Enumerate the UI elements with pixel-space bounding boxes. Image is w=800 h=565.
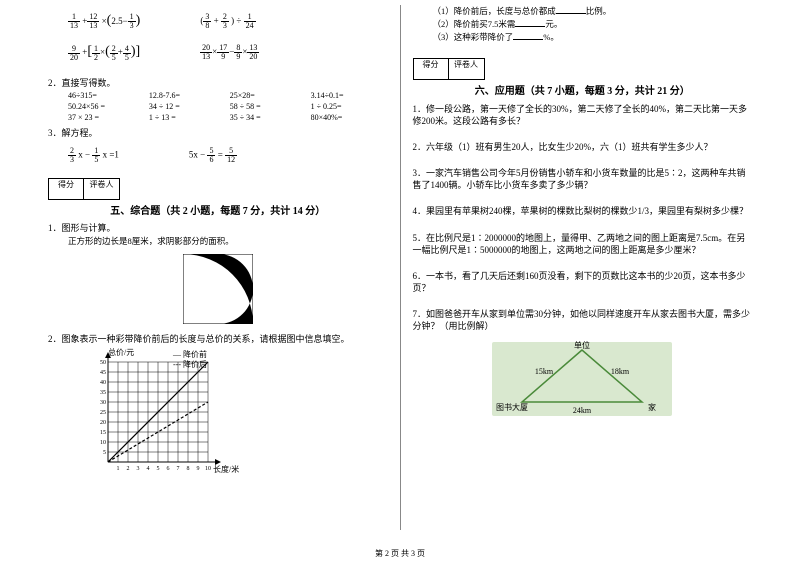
fill-blanks: （1）降价前后，长度与总价都成比例。 （2）降价前买7.5米需元。 （3）这种彩…: [433, 5, 753, 44]
svg-text:7: 7: [177, 466, 180, 472]
svg-text:图书大厦: 图书大厦: [496, 402, 528, 412]
svg-text:4: 4: [147, 466, 150, 472]
app-q4: 4．果园里有苹果树240棵，苹果树的棵数比梨树的棵数少1/3，果园里有梨树多少棵…: [413, 205, 753, 217]
page-footer: 第 2 页 共 3 页: [0, 548, 800, 559]
svg-text:15: 15: [100, 430, 106, 436]
q5-1-sub: 正方形的边长是8厘米，求阴影部分的面积。: [68, 236, 388, 248]
svg-text:1: 1: [117, 466, 120, 472]
equation-row: 23 x − 15 x =1 5x − 56 = 512: [68, 147, 388, 164]
calc-cell: 58 ÷ 58 =: [230, 102, 307, 111]
expr-1a: 113 +1213 ×(2.5−13): [68, 13, 140, 30]
q5-2-title: 2．图象表示一种彩带降价前后的长度与总价的关系，请根据图中信息填空。: [48, 332, 388, 345]
right-column: （1）降价前后，长度与总价都成比例。 （2）降价前买7.5米需元。 （3）这种彩…: [405, 5, 761, 530]
calc-cell: 3.14÷0.1=: [311, 91, 388, 100]
svg-text:50: 50: [100, 360, 106, 366]
q2-title: 2．直接写得数。: [48, 76, 388, 89]
score-cell: 得分: [48, 178, 84, 200]
svg-text:3: 3: [137, 466, 140, 472]
svg-text:24km: 24km: [573, 406, 592, 415]
svg-text:5: 5: [103, 450, 106, 456]
calc-cell: 50.24×56 =: [68, 102, 145, 111]
app-q3: 3．一家汽车销售公司今年5月份销售小轿车和小货车数量的比是5∶2，这两种车共销售…: [413, 167, 753, 191]
legend-a: — 降价前: [172, 349, 207, 359]
score-box-6: 得分 评卷人: [413, 58, 753, 80]
svg-text:20: 20: [100, 420, 106, 426]
calc-cell: 34 ÷ 12 =: [149, 102, 226, 111]
app-q5: 5．在比例尺是1∶2000000的地图上，量得甲、乙两地之间的图上距离是7.5c…: [413, 232, 753, 256]
math-expression-row-2: 920 +[12×(25+45)] 2013×179−89×1320: [68, 44, 388, 61]
expr-1b: (38 + 23 ) ÷ 124: [200, 13, 255, 30]
calc-cell: 35 ÷ 34 =: [230, 113, 307, 122]
score-cell: 得分: [413, 58, 449, 80]
app-q2: 2．六年级（1）班有男生20人，比女生少20%，六（1）班共有学生多少人？: [413, 141, 753, 153]
q5-1-title: 1．图形与计算。: [48, 221, 388, 234]
svg-text:8: 8: [187, 466, 190, 472]
y-axis-label: 总价/元: [108, 347, 134, 357]
svg-text:9: 9: [197, 466, 200, 472]
calc-cell: 12.8-7.6=: [149, 91, 226, 100]
calc-grid: 46÷315= 12.8-7.6= 25×28= 3.14÷0.1= 50.24…: [68, 91, 388, 122]
app-q1: 1．修一段公路，第一天修了全长的30%，第二天修了全长的40%，第二天比第一天多…: [413, 103, 753, 127]
svg-text:家: 家: [648, 402, 656, 412]
calc-cell: 1 ÷ 13 =: [149, 113, 226, 122]
svg-text:40: 40: [100, 380, 106, 386]
reviewer-cell: 评卷人: [449, 58, 485, 80]
svg-text:5: 5: [157, 466, 160, 472]
x-axis-label: 长度/米: [213, 464, 239, 474]
left-column: 113 +1213 ×(2.5−13) (38 + 23 ) ÷ 124 920…: [40, 5, 396, 530]
svg-text:单位: 单位: [574, 340, 590, 350]
calc-cell: 46÷315=: [68, 91, 145, 100]
svg-text:10: 10: [205, 466, 211, 472]
svg-text:35: 35: [100, 390, 106, 396]
expr-2a: 920 +[12×(25+45)]: [68, 44, 140, 61]
eqn-3a: 23 x − 15 x =1: [68, 147, 119, 164]
svg-text:15km: 15km: [535, 367, 554, 376]
svg-text:2: 2: [127, 466, 130, 472]
reviewer-cell: 评卷人: [84, 178, 120, 200]
eqn-3b: 5x − 56 = 512: [189, 147, 237, 164]
math-expression-row-1: 113 +1213 ×(2.5−13) (38 + 23 ) ÷ 124: [68, 13, 388, 30]
column-divider: [400, 5, 401, 530]
calc-cell: 80×40%=: [311, 113, 388, 122]
svg-text:18km: 18km: [611, 367, 630, 376]
svg-text:30: 30: [100, 400, 106, 406]
score-box-5: 得分 评卷人: [48, 178, 388, 200]
svg-text:45: 45: [100, 370, 106, 376]
section-6-heading: 六、应用题（共 7 小题，每题 3 分，共计 21 分）: [413, 82, 753, 97]
svg-text:6: 6: [167, 466, 170, 472]
q3-title: 3．解方程。: [48, 126, 388, 139]
calc-cell: 1 ÷ 0.25=: [311, 102, 388, 111]
price-chart: 总价/元 长度/米 — 降价前 --- 降价后: [78, 347, 388, 479]
svg-text:10: 10: [100, 440, 106, 446]
expr-2b: 2013×179−89×1320: [200, 44, 259, 61]
calc-cell: 37 × 23 =: [68, 113, 145, 122]
square-shade-figure: [48, 254, 388, 326]
calc-cell: 25×28=: [230, 91, 307, 100]
svg-text:25: 25: [100, 410, 106, 416]
section-5-heading: 五、综合题（共 2 小题，每题 7 分，共计 14 分）: [48, 202, 388, 217]
app-q6: 6．一本书，看了几天后还剩160页没看，剩下的页数比这本书的少20页，这本书多少…: [413, 270, 753, 294]
app-q7: 7．如图爸爸开车从家到单位需30分钟，如他以同样速度开车从家去图书大厦，需多少分…: [413, 308, 753, 332]
triangle-figure: 单位 图书大厦 家 15km 18km 24km: [413, 338, 753, 422]
